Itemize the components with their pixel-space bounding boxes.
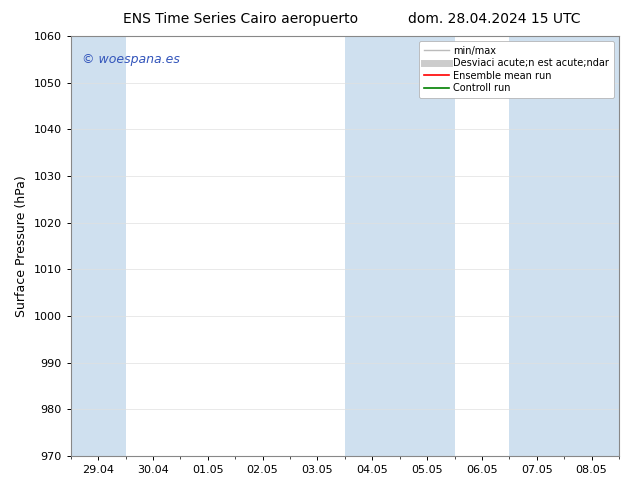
Y-axis label: Surface Pressure (hPa): Surface Pressure (hPa) [15,175,28,317]
Bar [509,36,619,456]
Text: ENS Time Series Cairo aeropuerto: ENS Time Series Cairo aeropuerto [124,12,358,26]
Text: © woespana.es: © woespana.es [82,53,179,66]
Legend: min/max, Desviaci acute;n est acute;ndar, Ensemble mean run, Controll run: min/max, Desviaci acute;n est acute;ndar… [419,41,614,98]
Bar [71,36,126,456]
Bar [345,36,455,456]
Text: dom. 28.04.2024 15 UTC: dom. 28.04.2024 15 UTC [408,12,581,26]
